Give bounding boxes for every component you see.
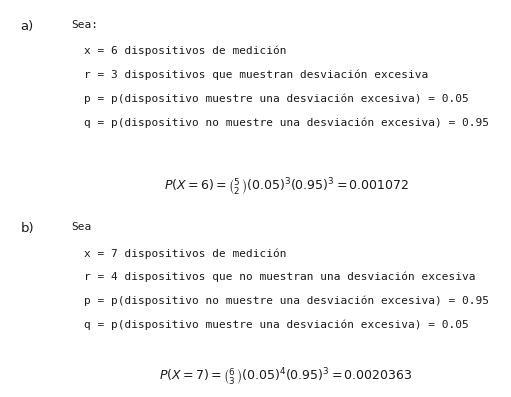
Text: b): b) — [20, 222, 34, 235]
Text: r = 3 dispositivos que muestran desviación excesiva: r = 3 dispositivos que muestran desviaci… — [84, 69, 429, 80]
Text: Sea:: Sea: — [72, 20, 99, 30]
Text: r = 4 dispositivos que no muestran una desviación excesiva: r = 4 dispositivos que no muestran una d… — [84, 272, 476, 282]
Text: x = 7 dispositivos de medición: x = 7 dispositivos de medición — [84, 248, 287, 258]
Text: $P(X = 7) = \binom{6}{3}(0.05)^4(0.95)^3 = 0.0020363$: $P(X = 7) = \binom{6}{3}(0.05)^4(0.95)^3… — [159, 367, 413, 389]
Text: $P(X = 6) = \binom{5}{2}(0.05)^3(0.95)^3 = 0.001072$: $P(X = 6) = \binom{5}{2}(0.05)^3(0.95)^3… — [164, 177, 409, 198]
Text: x = 6 dispositivos de medición: x = 6 dispositivos de medición — [84, 46, 287, 56]
Text: q = p(dispositivo muestre una desviación excesiva) = 0.05: q = p(dispositivo muestre una desviación… — [84, 320, 469, 330]
Text: p = p(dispositivo muestre una desviación excesiva) = 0.05: p = p(dispositivo muestre una desviación… — [84, 93, 469, 104]
Text: a): a) — [20, 20, 34, 33]
Text: q = p(dispositivo no muestre una desviación excesiva) = 0.95: q = p(dispositivo no muestre una desviac… — [84, 117, 490, 127]
Text: Sea: Sea — [72, 222, 92, 232]
Text: p = p(dispositivo no muestre una desviación excesiva) = 0.95: p = p(dispositivo no muestre una desviac… — [84, 296, 490, 306]
